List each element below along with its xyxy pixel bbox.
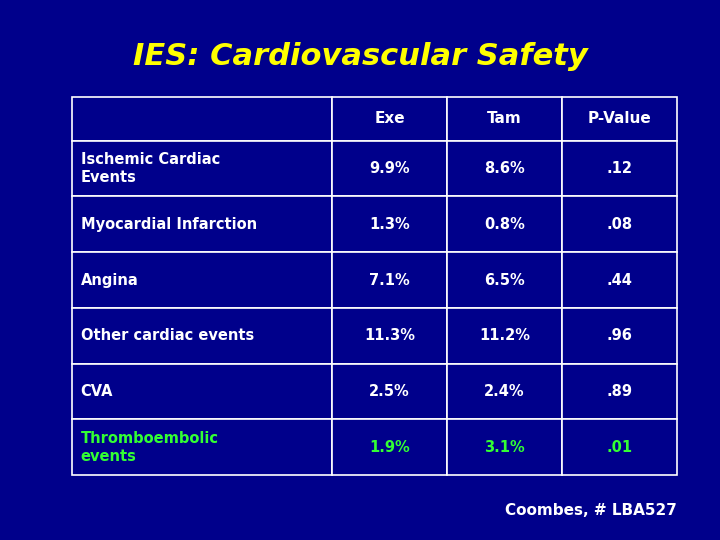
- Text: Coombes, # LBA527: Coombes, # LBA527: [505, 503, 677, 518]
- Text: 9.9%: 9.9%: [369, 161, 410, 176]
- Text: .89: .89: [606, 384, 632, 399]
- Bar: [562, 308, 677, 364]
- Bar: [332, 97, 447, 140]
- Text: .08: .08: [606, 217, 632, 232]
- Text: .01: .01: [606, 440, 632, 455]
- Text: Other cardiac events: Other cardiac events: [81, 328, 254, 343]
- Bar: [332, 197, 447, 252]
- Text: Thromboembolic
events: Thromboembolic events: [81, 431, 219, 464]
- Text: 7.1%: 7.1%: [369, 273, 410, 288]
- Bar: [447, 140, 562, 197]
- Bar: [562, 97, 677, 140]
- Bar: [72, 308, 332, 364]
- Bar: [332, 308, 447, 364]
- Text: .12: .12: [606, 161, 632, 176]
- Text: IES: Cardiovascular Safety: IES: Cardiovascular Safety: [132, 42, 588, 71]
- Text: Exe: Exe: [374, 111, 405, 126]
- Bar: [72, 97, 332, 140]
- Text: P-Value: P-Value: [588, 111, 651, 126]
- Text: 11.3%: 11.3%: [364, 328, 415, 343]
- Text: 8.6%: 8.6%: [484, 161, 525, 176]
- Text: Angina: Angina: [81, 273, 138, 288]
- Text: 1.9%: 1.9%: [369, 440, 410, 455]
- Text: 3.1%: 3.1%: [484, 440, 525, 455]
- Text: Ischemic Cardiac
Events: Ischemic Cardiac Events: [81, 152, 220, 185]
- Text: 11.2%: 11.2%: [479, 328, 530, 343]
- Bar: [72, 252, 332, 308]
- Text: 6.5%: 6.5%: [484, 273, 525, 288]
- Bar: [72, 197, 332, 252]
- Bar: [72, 364, 332, 420]
- Bar: [332, 364, 447, 420]
- Bar: [562, 420, 677, 475]
- Text: 2.4%: 2.4%: [484, 384, 525, 399]
- Bar: [562, 252, 677, 308]
- Bar: [72, 140, 332, 197]
- Bar: [562, 197, 677, 252]
- Bar: [332, 252, 447, 308]
- Bar: [562, 364, 677, 420]
- Bar: [447, 308, 562, 364]
- Bar: [72, 420, 332, 475]
- Bar: [562, 140, 677, 197]
- Bar: [447, 252, 562, 308]
- Bar: [447, 420, 562, 475]
- Text: Myocardial Infarction: Myocardial Infarction: [81, 217, 257, 232]
- Bar: [447, 364, 562, 420]
- Text: Tam: Tam: [487, 111, 522, 126]
- Text: .44: .44: [606, 273, 632, 288]
- Bar: [447, 197, 562, 252]
- Text: .96: .96: [606, 328, 632, 343]
- Bar: [332, 420, 447, 475]
- Text: 1.3%: 1.3%: [369, 217, 410, 232]
- Bar: [332, 140, 447, 197]
- Text: CVA: CVA: [81, 384, 113, 399]
- Bar: [447, 97, 562, 140]
- Text: 0.8%: 0.8%: [484, 217, 525, 232]
- Text: 2.5%: 2.5%: [369, 384, 410, 399]
